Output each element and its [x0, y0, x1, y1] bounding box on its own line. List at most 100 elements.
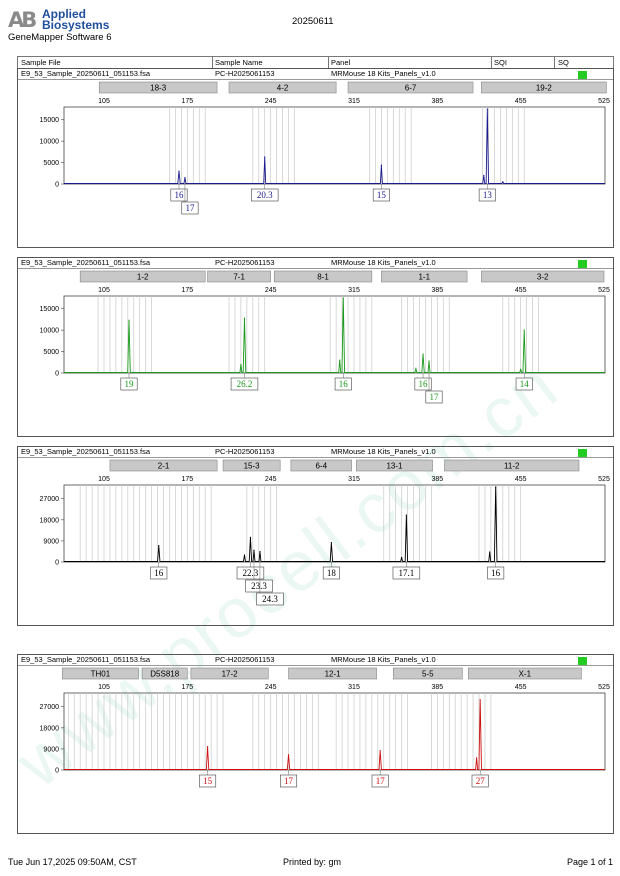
x-tick-label: 385: [431, 476, 443, 483]
marker-label: X-1: [519, 670, 532, 679]
marker-bar: [444, 459, 580, 472]
sample-name: PC-H2025061153: [215, 69, 275, 78]
sample-info-row: E9_53_Sample_20250611_051153.fsa PC-H202…: [18, 258, 613, 269]
sample-name: PC-H2025061153: [215, 655, 275, 664]
marker-bar: [62, 667, 139, 680]
peak-point: [249, 536, 252, 538]
panel-name: MRMouse 18 Kits_Panels_v1.0: [331, 69, 436, 78]
peak-point: [405, 514, 407, 516]
marker-label: 3-2: [537, 273, 549, 282]
logo-line2: Biosystems: [42, 18, 110, 32]
peak-point: [264, 156, 266, 158]
peak-point: [339, 359, 341, 361]
marker-bar: [392, 667, 463, 680]
allele-box: [425, 390, 443, 404]
col-sq: SQ: [558, 58, 569, 67]
allele-label: 23.3: [251, 581, 267, 591]
sample-name: PC-H2025061153: [215, 258, 275, 267]
x-tick-label: 385: [431, 684, 443, 691]
peak-point: [483, 174, 485, 177]
allele-label: 27: [476, 776, 486, 786]
marker-bar: [98, 81, 218, 94]
y-tick-label: 10000: [40, 139, 60, 146]
marker-label: 1-1: [418, 273, 430, 282]
marker-label: 17-2: [222, 670, 239, 679]
allele-box: [478, 188, 496, 202]
electropherogram-chart: 2-1 15-3 6-4 13-1 11-2 105 175 245 315 385 455 525 2…: [40, 459, 610, 606]
y-tick-label: 0: [55, 182, 59, 189]
marker-bar: [381, 270, 468, 283]
peak-point: [342, 297, 344, 299]
marker-label: 7-1: [233, 273, 245, 282]
allele-box: [150, 566, 168, 580]
marker-label: 6-4: [315, 462, 327, 471]
logo: AB Applied Biosystems: [8, 6, 118, 42]
allele-box: [392, 566, 421, 580]
peak-point: [184, 176, 186, 179]
panel-name: MRMouse 18 Kits_Panels_v1.0: [331, 447, 436, 456]
x-tick-label: 315: [348, 476, 360, 483]
marker-bar: [190, 667, 269, 680]
x-tick-label: 245: [265, 287, 277, 294]
y-tick-label: 18000: [40, 517, 60, 524]
marker-bar: [79, 270, 206, 283]
y-tick-label: 15000: [40, 117, 60, 124]
peak-point: [520, 368, 522, 371]
peak-point: [253, 549, 255, 551]
marker-bar: [356, 459, 433, 472]
peak-point: [422, 353, 424, 355]
electropherogram-panel: E9_53_Sample_20250611_051153.fsa PC-H202…: [17, 257, 614, 437]
peak-point: [489, 551, 491, 553]
allele-box: [230, 377, 259, 391]
allele-box: [120, 377, 138, 391]
x-tick-label: 175: [181, 287, 193, 294]
marker-label: 4-2: [277, 84, 289, 93]
allele-label: 16: [339, 379, 349, 389]
peak-point: [330, 541, 332, 544]
trace-line: [64, 108, 605, 184]
plot-frame: [63, 692, 606, 771]
x-tick-label: 105: [98, 684, 110, 691]
allele-label: 17: [185, 203, 195, 213]
allele-label: 16: [491, 568, 501, 578]
marker-label: D5S818: [150, 670, 179, 679]
allele-label: 16: [154, 568, 164, 578]
marker-bar: [467, 667, 582, 680]
allele-label: 17.1: [399, 568, 415, 578]
marker-bar: [481, 81, 607, 94]
marker-label: 2-1: [158, 462, 170, 471]
allele-label: 19: [125, 379, 135, 389]
electropherogram-panel: E9_53_Sample_20250611_051153.fsa PC-H202…: [17, 654, 614, 834]
marker-bar: [207, 270, 271, 283]
marker-label: 18-3: [150, 84, 167, 93]
peak-point: [379, 750, 381, 752]
allele-label: 16: [175, 190, 185, 200]
marker-label: 6-7: [405, 84, 417, 93]
x-tick-label: 245: [265, 684, 277, 691]
x-tick-label: 175: [181, 684, 193, 691]
allele-box: [515, 377, 533, 391]
allele-box: [256, 592, 284, 606]
y-tick-label: 18000: [40, 725, 60, 732]
allele-box: [251, 188, 279, 202]
allele-label: 17: [376, 776, 386, 786]
allele-box: [487, 566, 505, 580]
marker-label: TH01: [91, 670, 111, 679]
panel-name: MRMouse 18 Kits_Panels_v1.0: [331, 258, 436, 267]
allele-box: [372, 188, 390, 202]
page-number: Page 1 of 1: [567, 857, 614, 867]
sample-info-row: E9_53_Sample_20250611_051153.fsa PC-H202…: [18, 69, 613, 80]
trace-line: [64, 699, 605, 770]
col-sample-name: Sample Name: [215, 58, 263, 67]
allele-box: [280, 774, 298, 788]
x-tick-label: 175: [181, 476, 193, 483]
allele-box: [334, 377, 352, 391]
peak-point: [415, 368, 417, 370]
sq-quality-flag: [578, 657, 587, 665]
allele-label: 24.3: [262, 594, 278, 604]
run-date: 20250611: [292, 16, 334, 27]
plot-frame: [63, 295, 606, 374]
marker-bar: [481, 270, 605, 283]
y-tick-label: 5000: [43, 160, 59, 167]
print-timestamp: Tue Jun 17,2025 09:50AM, CST: [8, 857, 137, 867]
